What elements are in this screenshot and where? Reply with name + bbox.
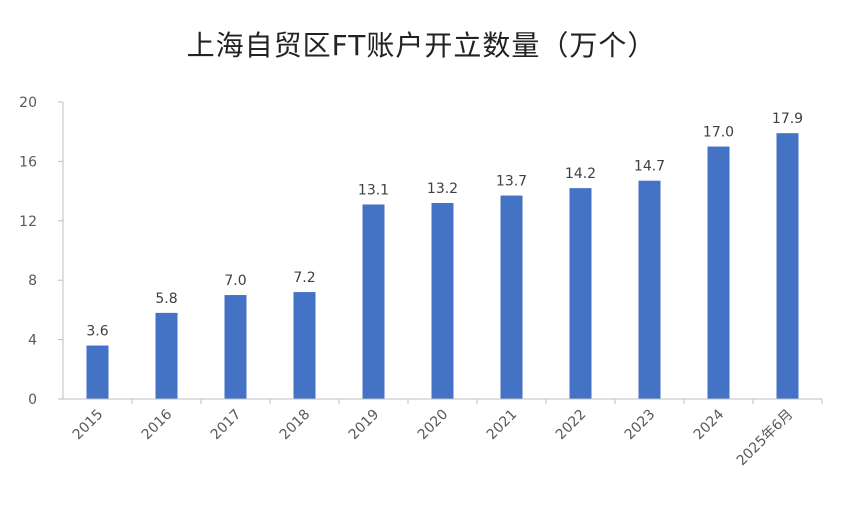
bar-2015 <box>86 345 109 399</box>
chart-title: 上海自贸区FT账户开立数量（万个） <box>186 29 657 62</box>
bar-2023 <box>638 180 661 399</box>
y-tick-label: 8 <box>28 273 37 289</box>
data-label: 14.7 <box>634 159 665 175</box>
data-label: 14.2 <box>565 166 596 182</box>
y-tick-label: 20 <box>19 95 37 111</box>
y-tick-label: 12 <box>19 214 37 230</box>
y-tick-label: 0 <box>28 392 37 408</box>
x-tick-label: 2023 <box>622 407 659 444</box>
x-tick-label: 2021 <box>484 407 521 444</box>
x-tick-label: 2018 <box>277 407 314 444</box>
bar-2018 <box>293 292 316 399</box>
x-tick-label: 2024 <box>691 406 728 443</box>
data-label: 7.2 <box>293 270 315 286</box>
data-label: 3.6 <box>86 324 108 340</box>
bar-2024 <box>707 146 730 399</box>
bar-2022 <box>569 188 592 399</box>
data-label: 17.0 <box>703 125 734 141</box>
bar-2021 <box>500 195 523 399</box>
bar-2016 <box>155 312 178 399</box>
bar-2020 <box>431 202 454 399</box>
data-label: 13.7 <box>496 174 527 190</box>
y-tick-label: 4 <box>28 333 37 349</box>
data-label: 13.1 <box>358 182 389 198</box>
bars: 3.6 5.8 7.0 7.2 13.1 13.2 13.7 14.2 14.7 17.0 17.9 <box>86 111 803 399</box>
x-axis: 2015 2016 2017 2018 2019 2020 2021 2022 2023 2024… <box>63 398 823 470</box>
y-axis: 0 4 8 12 16 20 <box>19 95 64 408</box>
x-tick-label: 2022 <box>553 407 590 444</box>
data-label: 17.9 <box>772 111 803 127</box>
data-label: 13.2 <box>427 181 458 197</box>
data-label: 5.8 <box>155 291 177 307</box>
bar-2017 <box>224 295 247 399</box>
x-tick-label: 2019 <box>346 407 383 444</box>
x-tick-label: 2020 <box>415 407 452 444</box>
y-tick-label: 16 <box>19 154 37 170</box>
bar-2025年6月 <box>776 133 799 399</box>
x-tick-label: 2016 <box>139 406 176 443</box>
x-tick-label: 2015 <box>70 407 107 444</box>
x-tick-label: 2025年6月 <box>734 407 797 470</box>
bar-2019 <box>362 204 385 399</box>
data-label: 7.0 <box>224 273 246 289</box>
x-tick-label: 2017 <box>208 407 245 444</box>
